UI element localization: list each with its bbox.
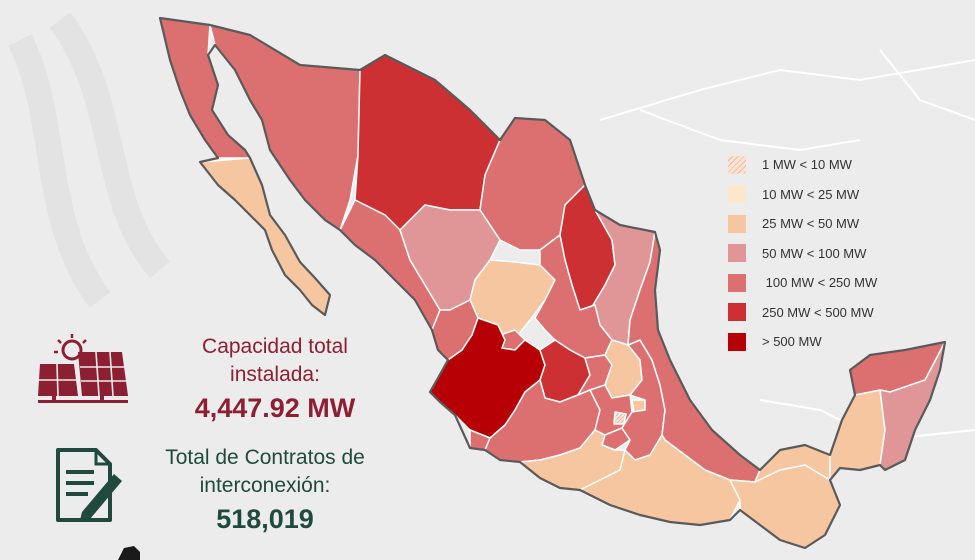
legend-item: 25 MW < 50 MW	[728, 209, 928, 239]
legend-label: 50 MW < 100 MW	[762, 245, 867, 261]
state-chihuahua	[354, 54, 501, 231]
legend-swatch	[728, 244, 746, 263]
capacity-value: 4,447.92 MW	[194, 393, 356, 423]
legend-swatch	[728, 332, 746, 351]
state-cdmx	[613, 411, 627, 425]
legend-label: > 500 MW	[762, 334, 822, 350]
legend-label: 25 MW < 50 MW	[762, 216, 860, 232]
legend-label: 10 MW < 25 MW	[762, 186, 860, 202]
legend-item: > 500 MW	[728, 327, 928, 357]
legend-item: 50 MW < 100 MW	[728, 239, 928, 269]
legend-label: 100 MW < 250 MW	[762, 275, 878, 291]
legend-swatch	[728, 303, 746, 322]
legend-swatch	[728, 214, 746, 233]
map-legend: 1 MW < 10 MW 10 MW < 25 MW 25 MW < 50 MW…	[728, 150, 928, 357]
country-outline	[158, 16, 947, 550]
legend-swatch	[728, 185, 746, 204]
background-decoration	[8, 12, 171, 308]
legend-item: 100 MW < 250 MW	[728, 268, 928, 298]
capacity-label-line2: instalada:	[230, 363, 320, 386]
legend-label: 250 MW < 500 MW	[762, 304, 874, 320]
legend-swatch-hatched	[728, 155, 746, 174]
legend-item: 250 MW < 500 MW	[728, 298, 928, 328]
contracts-label-line2: interconexión:	[199, 474, 331, 497]
partial-icon	[118, 546, 140, 560]
contract-document-icon	[56, 448, 122, 522]
legend-item: 10 MW < 25 MW	[728, 180, 928, 210]
capacity-stat: Capacidad total instalada: 4,447.92 MW	[160, 333, 390, 425]
contracts-label-line1: Total de Contratos de	[165, 446, 365, 469]
legend-label: 1 MW < 10 MW	[762, 157, 852, 173]
capacity-label-line1: Capacidad total	[202, 335, 348, 358]
legend-item: 1 MW < 10 MW	[728, 150, 928, 180]
legend-swatch	[728, 273, 746, 292]
contracts-value: 518,019	[216, 504, 314, 534]
contracts-stat: Total de Contratos de interconexión: 518…	[130, 444, 400, 536]
solar-panel-icon	[38, 334, 128, 403]
